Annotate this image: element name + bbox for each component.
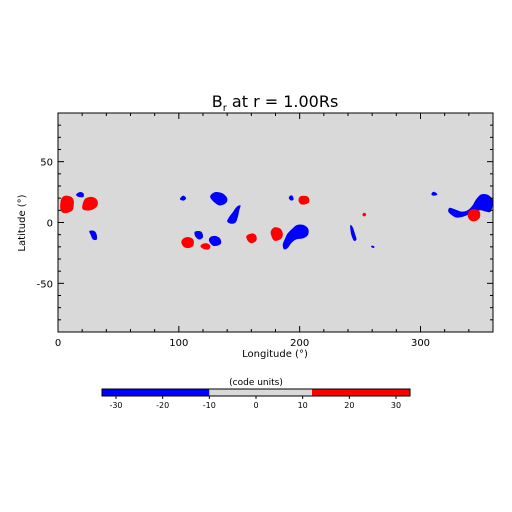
x-axis-label: Longitude (°): [242, 349, 308, 360]
colorbar-tick-label: -10: [203, 401, 216, 410]
colorbar-tick-label: 20: [344, 401, 354, 410]
negative-polarity-region-13: [282, 224, 309, 250]
plot-area: 0 100 200 300 -50 0 50: [37, 112, 494, 349]
negative-polarity-region-3: [89, 230, 98, 241]
negative-polarity-region-14: [288, 195, 294, 201]
x-tick-label: 200: [290, 338, 309, 349]
negative-polarity-region-10: [227, 205, 241, 224]
negative-polarity-region-6: [194, 231, 204, 240]
colorbar-tick-label: -20: [156, 401, 169, 410]
negative-polarity-region-19: [431, 191, 438, 196]
x-tick-label: 300: [411, 338, 430, 349]
positive-polarity-region-1: [82, 196, 98, 211]
x-tick-label: 0: [55, 338, 61, 349]
positive-polarity-region-7: [200, 243, 211, 250]
negative-polarity-region-2: [76, 192, 84, 198]
colorbar: -30 -20 -10 0 10 20 30: [101, 388, 411, 410]
negative-polarity-region-4: [179, 195, 187, 201]
colorbar-tick-label: -30: [109, 401, 122, 410]
negative-polarity-region-18: [370, 245, 375, 249]
plot-background: [58, 113, 493, 332]
y-tick-label: 50: [40, 158, 53, 169]
colorbar-positive-segment: [312, 389, 410, 396]
positive-polarity-region-15: [298, 195, 310, 205]
negative-polarity-region-16: [350, 224, 357, 241]
colorbar-label: (code units): [229, 378, 283, 388]
chart-title-main: B: [212, 92, 223, 111]
colorbar-tick-label: 0: [253, 401, 258, 410]
chart-title-subscript: r: [223, 103, 228, 114]
colorbar-tick-label: 30: [391, 401, 401, 410]
positive-polarity-region-17: [362, 212, 367, 217]
x-tick-label: 100: [169, 338, 188, 349]
colorbar-tick-label: 10: [298, 401, 308, 410]
negative-polarity-region-20: [448, 193, 494, 218]
positive-polarity-region-21: [467, 209, 481, 222]
y-tick-label: -50: [37, 279, 53, 290]
y-axis-label: Latitude (°): [17, 194, 28, 251]
colorbar-negative-segment: [102, 389, 210, 396]
positive-polarity-region-0: [60, 195, 74, 214]
colorbar-neutral-segment: [209, 389, 312, 396]
chart-title-rest: at r = 1.00Rs: [227, 92, 338, 111]
positive-polarity-region-11: [246, 233, 257, 244]
positive-polarity-region-5: [181, 237, 194, 249]
positive-polarity-region-12: [270, 227, 283, 241]
negative-polarity-region-9: [210, 191, 228, 206]
negative-polarity-region-8: [208, 235, 222, 247]
chart-title: Br at r = 1.00Rs: [212, 92, 339, 114]
y-tick-label: 0: [47, 219, 53, 230]
